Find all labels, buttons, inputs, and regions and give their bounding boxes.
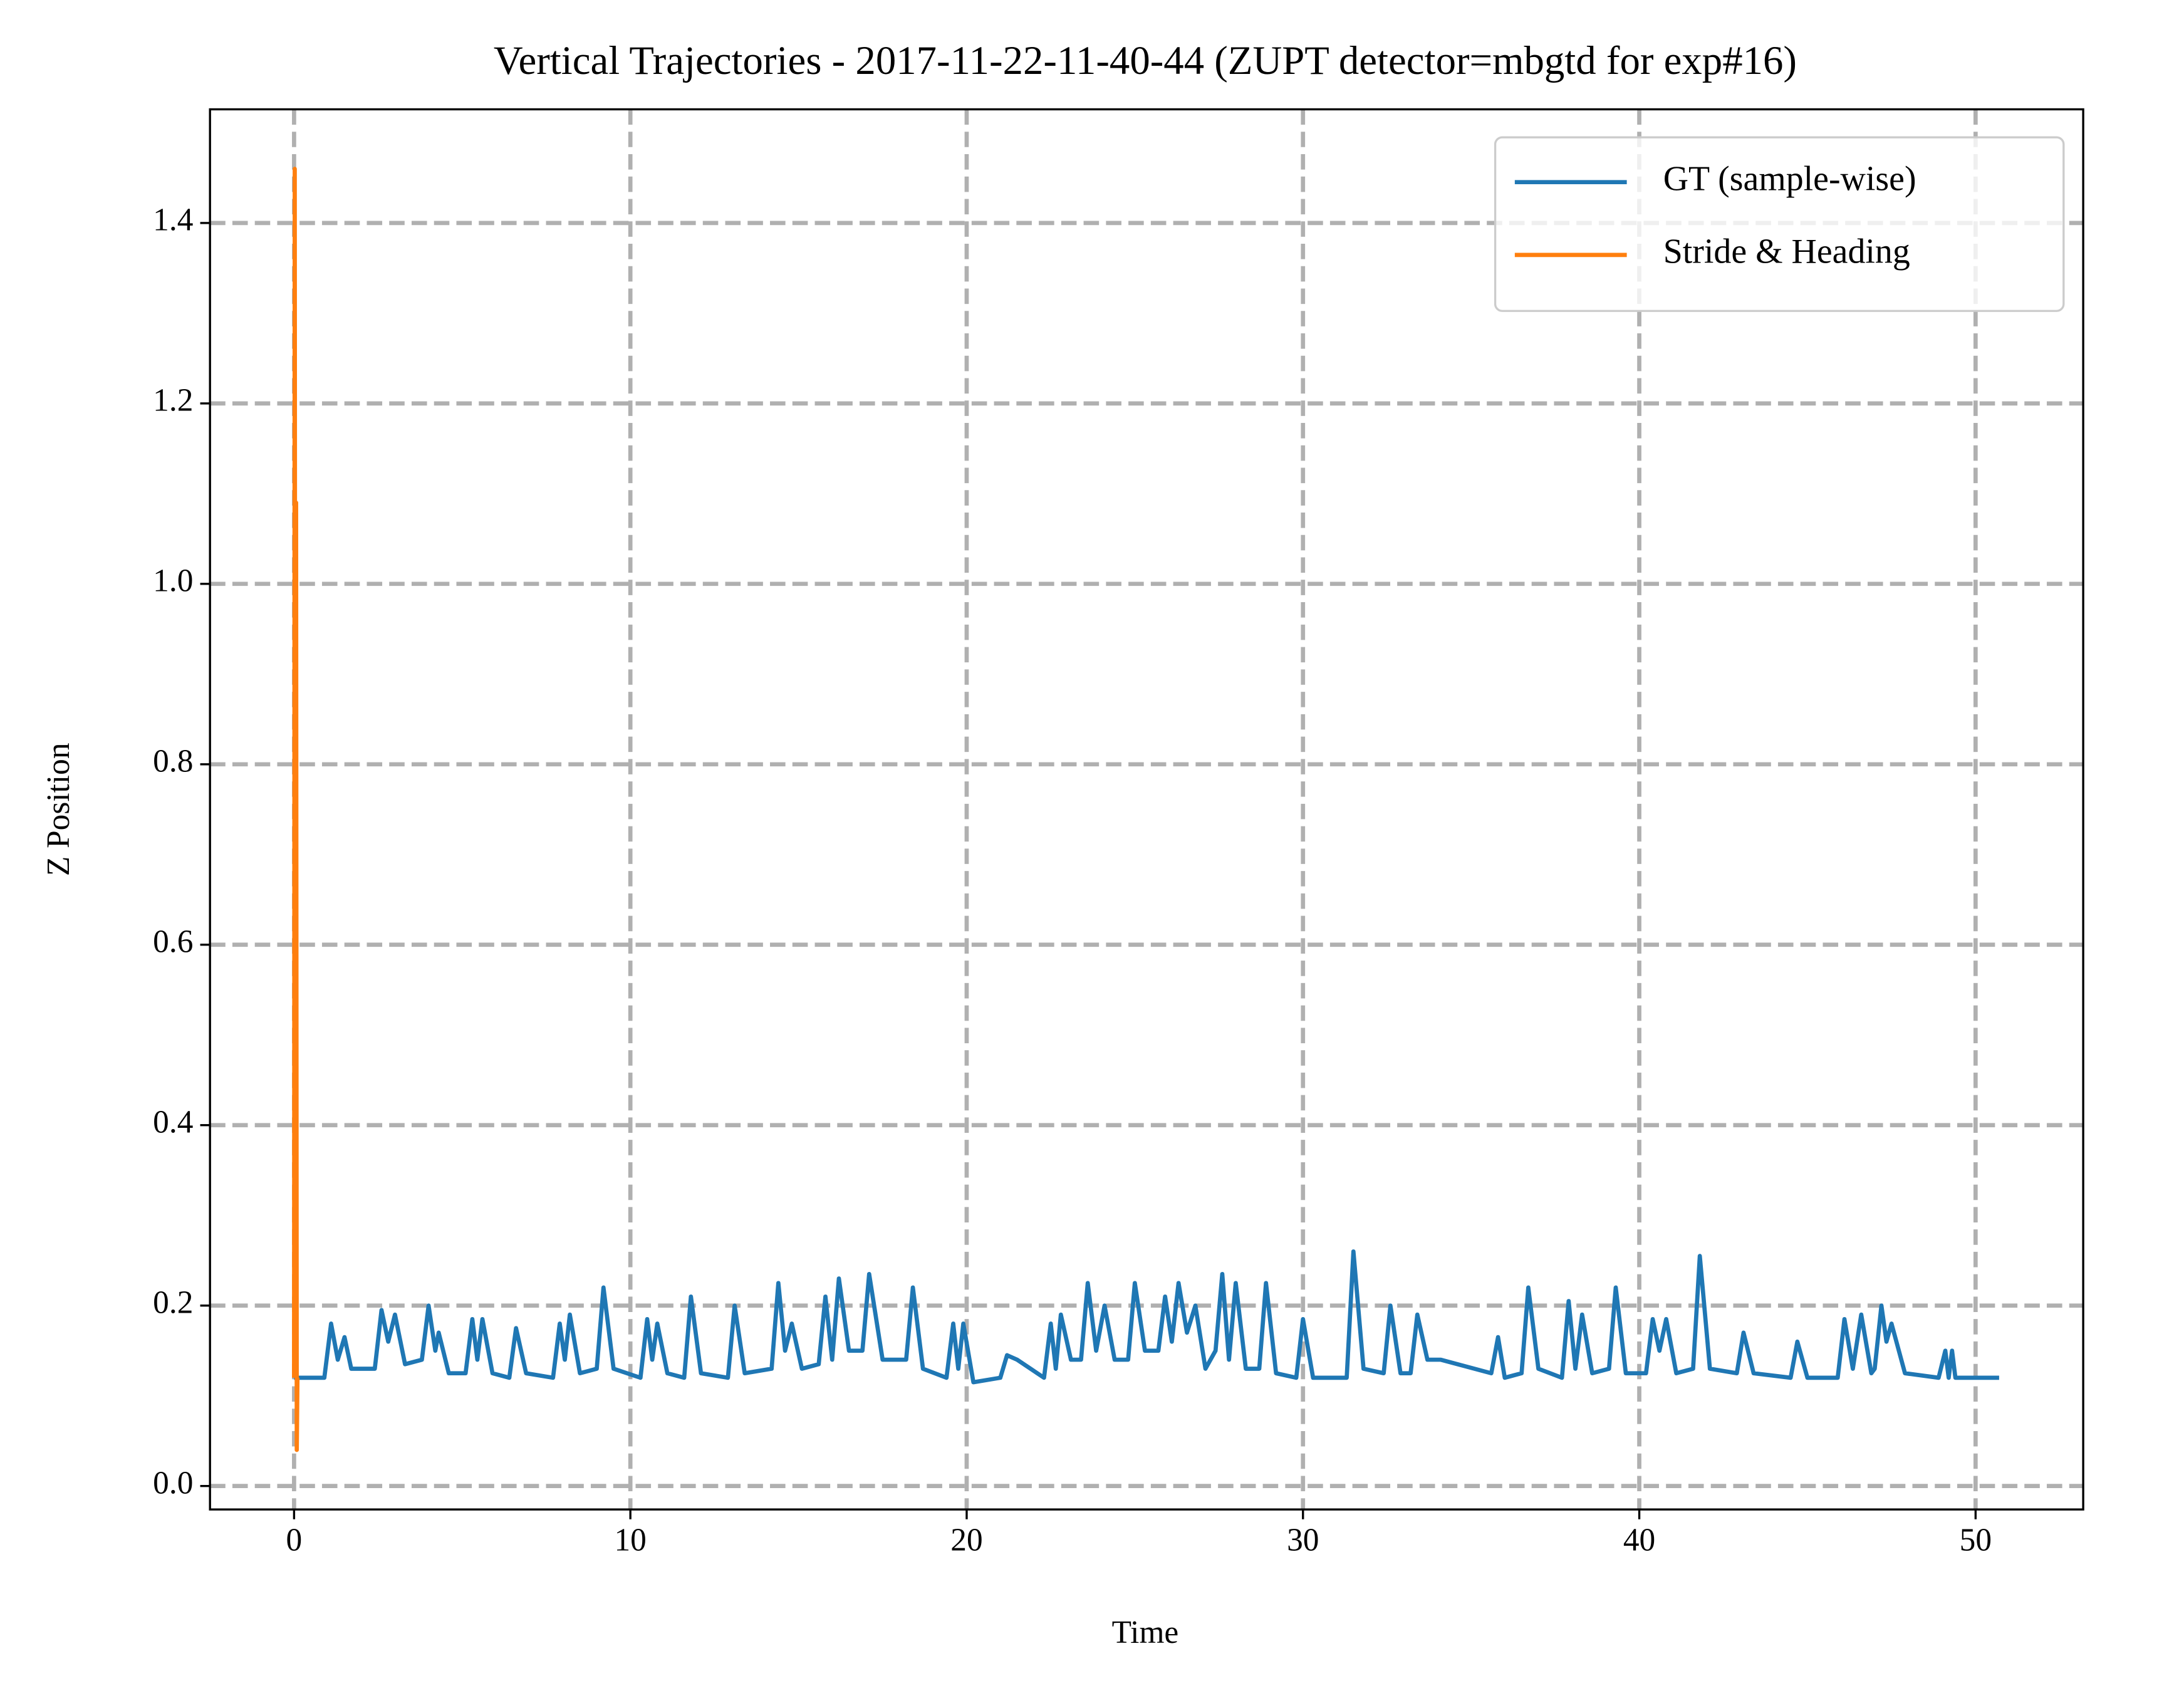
y-tick-label: 0.0 (153, 1465, 193, 1501)
series-line (292, 167, 300, 1452)
y-tick-label: 0.8 (153, 744, 193, 779)
y-tick-label: 1.2 (153, 383, 193, 419)
x-tick-label: 20 (950, 1523, 982, 1558)
legend-label: GT (sample-wise) (1663, 159, 1916, 198)
y-axis-label: Z Position (41, 742, 76, 876)
y-tick-label: 0.6 (153, 924, 193, 960)
y-tick-label: 1.0 (153, 563, 193, 599)
legend: GT (sample-wise) Stride & Heading (1494, 136, 2065, 312)
x-tick-label: 0 (286, 1523, 303, 1558)
plot-frame (209, 108, 2084, 1511)
x-tick-label: 50 (1960, 1523, 1992, 1558)
chart-title: Vertical Trajectories - 2017-11-22-11-40… (494, 38, 1797, 83)
legend-box (1494, 136, 2065, 312)
series-line (294, 1249, 1999, 1385)
legend-label: Stride & Heading (1663, 232, 1910, 271)
x-tick-label: 30 (1287, 1523, 1319, 1558)
y-tick-label: 0.2 (153, 1284, 193, 1320)
y-tick-label: 0.4 (153, 1105, 193, 1140)
x-tick-label: 40 (1623, 1523, 1655, 1558)
x-axis-label: Time (1112, 1615, 1179, 1650)
y-tick-label: 1.4 (153, 202, 193, 238)
x-tick-label: 10 (614, 1523, 646, 1558)
